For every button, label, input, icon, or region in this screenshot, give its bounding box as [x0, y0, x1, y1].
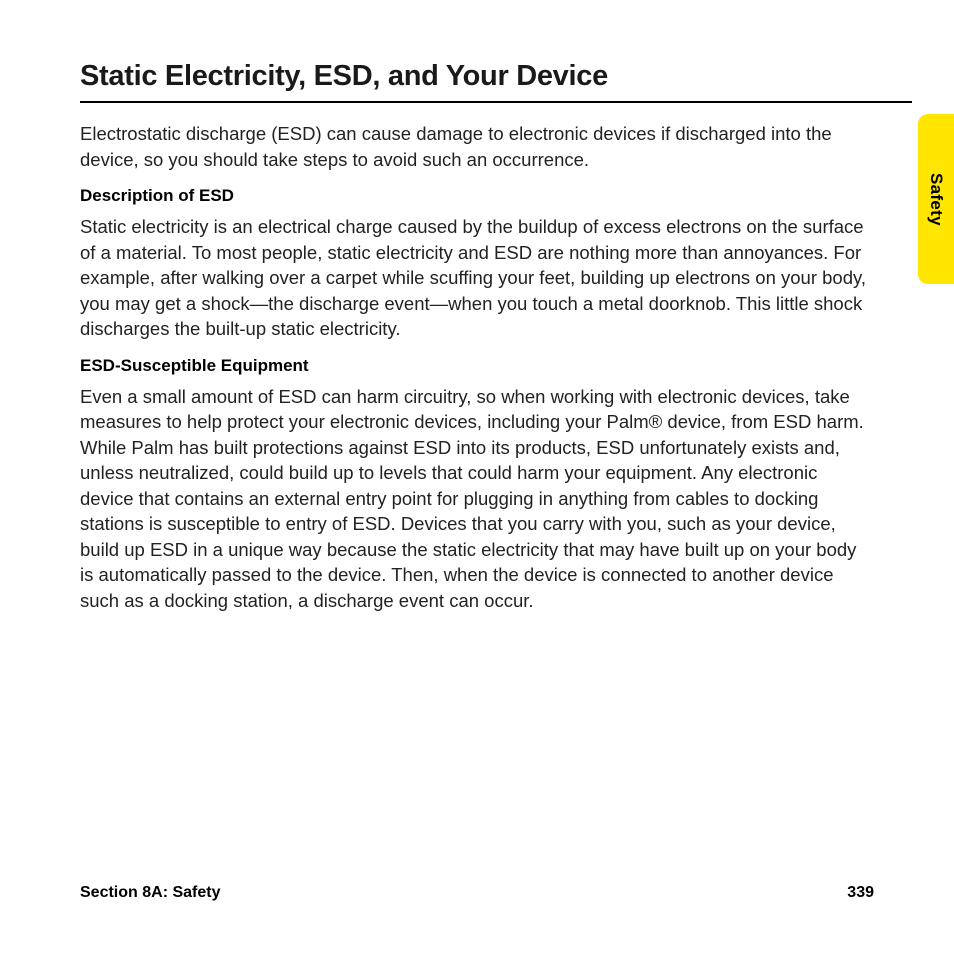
intro-paragraph: Electrostatic discharge (ESD) can cause …: [80, 121, 874, 172]
content-area: Electrostatic discharge (ESD) can cause …: [80, 121, 874, 613]
section-tab: Safety: [918, 114, 954, 284]
page-number: 339: [847, 884, 874, 902]
section-heading: Description of ESD: [80, 186, 874, 206]
page-title: Static Electricity, ESD, and Your Device: [80, 60, 954, 93]
document-page: Static Electricity, ESD, and Your Device…: [0, 0, 954, 954]
section-heading: ESD-Susceptible Equipment: [80, 356, 874, 376]
section-body: Static electricity is an electrical char…: [80, 214, 874, 342]
footer-section-label: Section 8A: Safety: [80, 884, 220, 902]
page-footer: Section 8A: Safety 339: [80, 884, 874, 902]
title-rule: [80, 101, 912, 103]
section-tab-label: Safety: [926, 173, 946, 226]
section-body: Even a small amount of ESD can harm circ…: [80, 384, 874, 614]
